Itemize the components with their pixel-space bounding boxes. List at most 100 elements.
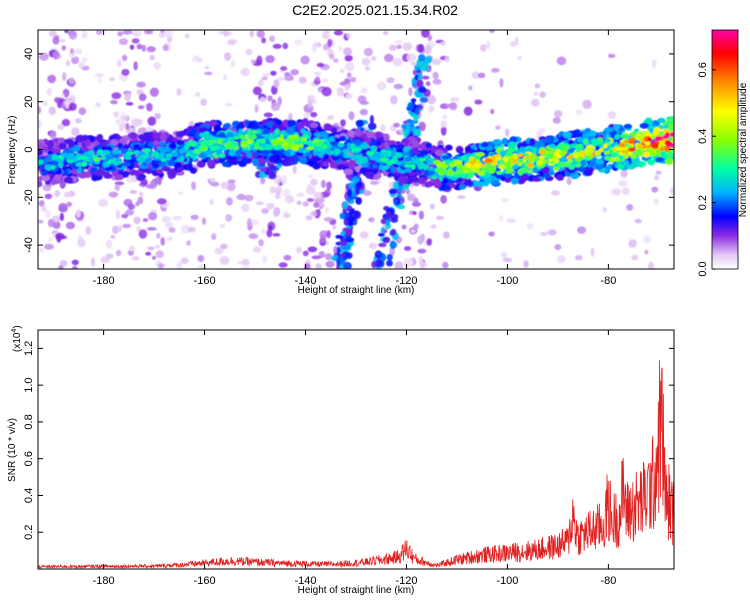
spectrogram-cell [410, 163, 416, 170]
spectrogram-cell [604, 156, 612, 161]
spectrogram-cell [256, 55, 263, 65]
spectrogram-cell [219, 153, 226, 159]
svg-text:(x104): (x104) [11, 325, 23, 352]
spectrogram-cell [576, 145, 583, 151]
spectrogram-cell [474, 99, 483, 105]
spectrogram-cell [339, 135, 347, 142]
spectrogram-cell [166, 236, 173, 242]
spectrogram-cell [74, 48, 83, 55]
spectrogram-cell [651, 186, 659, 193]
spectrogram-cell [266, 202, 275, 210]
spectrogram-cell [147, 116, 157, 126]
spectrogram-cell [300, 55, 310, 65]
spectrogram-cell [440, 120, 447, 128]
spectrogram-cell [250, 59, 256, 64]
spectrogram-cell [261, 228, 266, 235]
spectrogram-cell [607, 111, 617, 119]
spectrogram-cell [296, 246, 302, 254]
spectrogram-panel: -180 -160 -140 -120 -100 -80 -40 -20 0 20 40 Heig… [7, 29, 675, 296]
spectrogram-cell [131, 38, 140, 44]
spectrogram-cell [429, 203, 435, 210]
spectrogram-cell [440, 168, 445, 174]
spectrogram-cell [254, 104, 259, 113]
spectrogram-cell [597, 158, 604, 164]
spectrogram-cell [458, 184, 466, 190]
spectrogram-cell [372, 167, 379, 175]
spectrogram-cell [173, 161, 182, 168]
spectrogram-cell [326, 230, 331, 239]
spectrogram-cell [310, 178, 318, 186]
spectrogram-cell [602, 206, 607, 213]
spectrogram-cell [483, 176, 493, 184]
spectrogram-cell [121, 68, 130, 76]
spectrogram-cell [323, 217, 334, 222]
spectrogram-cell [279, 134, 284, 139]
spectrogram-cell [339, 241, 348, 246]
spectrogram-cell [424, 44, 432, 55]
spectrogram-cell [60, 93, 65, 98]
spectrogram-cell [380, 157, 388, 162]
spectrogram-cell [262, 254, 267, 264]
spectrogram-cell [257, 139, 263, 143]
spectrogram-cell [39, 52, 49, 61]
spectrogram-cell [432, 71, 439, 80]
spectrogram-cell [527, 162, 534, 169]
spectrogram-cell [108, 77, 116, 82]
spectrogram-cell [269, 35, 275, 43]
spectrogram-cell [631, 254, 639, 261]
spectrogram-cell [158, 263, 164, 269]
spectrogram-cell [662, 134, 670, 139]
spectrogram-cell [278, 262, 288, 268]
spectrogram-cell [369, 115, 374, 124]
spectrogram-cell [125, 122, 130, 130]
spectrogram-cell [407, 193, 416, 202]
spectrogram-cell [419, 158, 427, 162]
spectrogram-cell [307, 174, 314, 179]
spectrogram-cell [492, 139, 502, 145]
spectrogram-cell [149, 54, 155, 61]
spectrogram-cell [389, 44, 397, 51]
spectrogram-cell [57, 162, 63, 168]
spectrogram-cell [315, 263, 322, 269]
spectrogram-cell [385, 219, 391, 226]
spectrogram-cell [417, 248, 427, 254]
spectrogram-cell [271, 102, 281, 111]
spectrogram-cell [343, 47, 352, 56]
spectrogram-cell [613, 123, 620, 131]
spectrogram-cell [88, 150, 95, 155]
spectrogram-cell [421, 75, 430, 80]
spectrogram-cell [307, 99, 313, 109]
spectrogram-cell [285, 137, 293, 144]
spectrogram-cell [305, 215, 313, 221]
spectrogram-cell [307, 246, 318, 253]
spectrogram-cell [292, 134, 300, 139]
spectrogram-cell [449, 102, 458, 111]
spectrogram-cell [634, 149, 644, 156]
spectrogram-cell [287, 119, 295, 128]
spectrogram-cell [244, 194, 254, 202]
spectrogram-cell [444, 55, 450, 63]
spectrogram-cell [326, 261, 335, 268]
spectrogram-cell [344, 148, 351, 152]
spectrogram-cell [564, 162, 571, 167]
spectrogram-cell [348, 111, 355, 121]
spectrogram-cell [113, 111, 120, 118]
spectrogram-cell [333, 148, 341, 155]
spectrogram-cell [413, 113, 419, 122]
spectrogram-cell [491, 67, 500, 73]
spectrogram-cell [144, 151, 150, 156]
spectrogram-cell [44, 209, 51, 219]
spectrogram-cell [90, 257, 96, 267]
spectrogram-cell [59, 39, 66, 43]
spectrogram-cell [291, 137, 300, 141]
spectrogram-cell [129, 44, 135, 50]
spectrogram-cell [572, 152, 580, 158]
spectrogram-cell [504, 151, 512, 158]
snr-x-tick-label: -100 [496, 575, 518, 587]
spectrogram-cell [322, 161, 329, 167]
spectrogram-cell [312, 42, 320, 49]
spectrogram-cell [204, 65, 209, 70]
spectrogram-cell [359, 109, 369, 116]
spectrogram-cell [63, 176, 74, 184]
